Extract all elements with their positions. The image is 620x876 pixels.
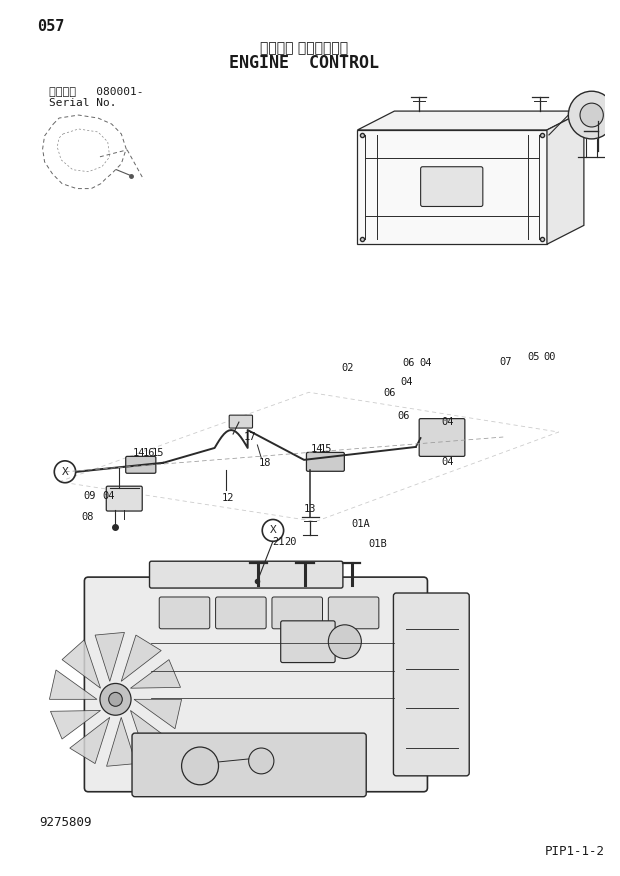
Text: 05: 05 — [527, 351, 539, 362]
Text: 15: 15 — [320, 444, 332, 454]
Polygon shape — [70, 717, 110, 764]
Polygon shape — [50, 710, 100, 739]
Text: 04: 04 — [401, 378, 414, 387]
Text: 適用号機   080001-: 適用号機 080001- — [50, 86, 144, 96]
Circle shape — [182, 747, 218, 785]
Polygon shape — [95, 632, 125, 682]
Text: 12: 12 — [222, 492, 234, 503]
Text: 09: 09 — [83, 491, 95, 500]
Text: 16: 16 — [143, 448, 155, 458]
FancyBboxPatch shape — [216, 597, 266, 629]
Circle shape — [569, 91, 615, 139]
Circle shape — [580, 103, 603, 127]
Text: 07: 07 — [499, 357, 511, 367]
Text: 04: 04 — [441, 457, 454, 467]
FancyBboxPatch shape — [229, 415, 252, 428]
FancyBboxPatch shape — [132, 733, 366, 796]
Text: PIP1-1-2: PIP1-1-2 — [545, 845, 605, 858]
Text: X: X — [270, 526, 277, 535]
Text: X: X — [61, 467, 68, 477]
FancyBboxPatch shape — [84, 577, 427, 792]
Polygon shape — [50, 670, 97, 699]
FancyBboxPatch shape — [329, 597, 379, 629]
Text: 01A: 01A — [351, 519, 370, 529]
Text: 00: 00 — [544, 351, 556, 362]
Text: 06: 06 — [397, 411, 409, 421]
Polygon shape — [547, 111, 584, 244]
FancyBboxPatch shape — [281, 621, 335, 662]
Text: 06: 06 — [383, 388, 396, 399]
Polygon shape — [130, 660, 180, 689]
FancyBboxPatch shape — [420, 166, 483, 207]
FancyBboxPatch shape — [159, 597, 210, 629]
Text: 14: 14 — [311, 444, 323, 454]
FancyBboxPatch shape — [419, 419, 465, 456]
Text: エンジン コントロール: エンジン コントロール — [260, 41, 348, 55]
Polygon shape — [358, 130, 547, 244]
Text: ENGINE  CONTROL: ENGINE CONTROL — [229, 54, 379, 73]
FancyBboxPatch shape — [149, 562, 343, 588]
Text: 15: 15 — [152, 448, 164, 458]
Text: 08: 08 — [81, 512, 94, 522]
Text: 18: 18 — [259, 458, 272, 468]
Polygon shape — [62, 639, 100, 689]
Text: 17: 17 — [244, 432, 256, 442]
FancyBboxPatch shape — [394, 593, 469, 776]
FancyBboxPatch shape — [126, 456, 156, 473]
Text: 21: 21 — [273, 537, 285, 548]
Polygon shape — [358, 111, 584, 130]
Text: 01B: 01B — [368, 540, 388, 549]
Circle shape — [100, 683, 131, 715]
Polygon shape — [134, 699, 182, 729]
Text: 20: 20 — [284, 537, 297, 548]
Text: 04: 04 — [419, 358, 432, 369]
Text: 04: 04 — [102, 491, 115, 500]
FancyBboxPatch shape — [272, 597, 322, 629]
Circle shape — [249, 748, 274, 774]
Text: 13: 13 — [304, 504, 316, 513]
Circle shape — [329, 625, 361, 659]
Polygon shape — [130, 710, 169, 759]
Polygon shape — [107, 717, 136, 766]
Text: 057: 057 — [37, 18, 64, 33]
Text: 14: 14 — [133, 448, 145, 458]
Circle shape — [108, 692, 122, 706]
FancyBboxPatch shape — [306, 452, 344, 471]
Text: 9275809: 9275809 — [40, 816, 92, 829]
Polygon shape — [122, 635, 161, 682]
Text: 06: 06 — [403, 358, 415, 369]
Text: 02: 02 — [342, 364, 354, 373]
Text: 04: 04 — [441, 417, 454, 427]
Text: Serial No.: Serial No. — [50, 98, 117, 108]
FancyBboxPatch shape — [106, 486, 142, 511]
